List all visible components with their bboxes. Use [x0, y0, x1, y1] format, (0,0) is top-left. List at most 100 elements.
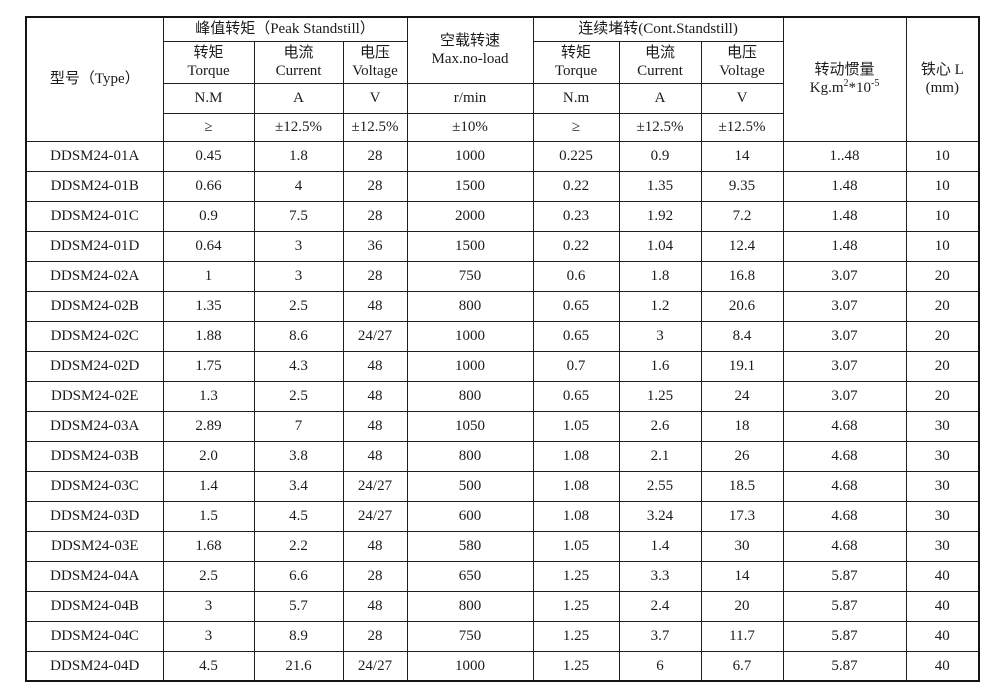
- table-row: DDSM24-04A 2.5 6.6 28 650 1.25 3.3 14 5.87 40: [25, 560, 980, 592]
- value-cell: 40: [905, 560, 980, 592]
- value-cell: 4: [253, 170, 344, 202]
- value-cell: 2.2: [253, 530, 344, 562]
- col-header-cont-voltage: 电压 Voltage: [700, 40, 784, 84]
- value-cell: 1000: [406, 140, 534, 172]
- value-cell: 580: [406, 530, 534, 562]
- model-cell: DDSM24-01C: [25, 200, 164, 232]
- value-cell: 0.64: [162, 230, 255, 262]
- tolerance-cell: ±12.5%: [618, 112, 702, 142]
- value-cell: 36: [342, 230, 408, 262]
- value-cell: 2.0: [162, 440, 255, 472]
- value-cell: 5.7: [253, 590, 344, 622]
- label-line: 电流: [645, 44, 676, 61]
- value-cell: 20: [905, 290, 980, 322]
- value-cell: 1..48: [782, 140, 907, 172]
- value-cell: 1.3: [162, 380, 255, 412]
- value-cell: 1500: [406, 170, 534, 202]
- value-cell: 48: [342, 530, 408, 562]
- value-cell: 1.5: [162, 500, 255, 532]
- value-cell: 0.23: [532, 200, 620, 232]
- col-header-core-length: 铁心 L (mm): [905, 16, 980, 142]
- value-cell: 7.5: [253, 200, 344, 232]
- value-cell: 750: [406, 260, 534, 292]
- table-row: DDSM24-02A 1 3 28 750 0.6 1.8 16.8 3.07 20: [25, 260, 980, 292]
- unit-cell: N.m: [532, 82, 620, 114]
- value-cell: 3: [162, 620, 255, 652]
- value-cell: 28: [342, 140, 408, 172]
- value-cell: 5.87: [782, 650, 907, 682]
- value-cell: 24/27: [342, 320, 408, 352]
- label-line: 电压: [360, 44, 391, 61]
- value-cell: 1.25: [532, 620, 620, 652]
- value-cell: 20: [905, 320, 980, 352]
- value-cell: 0.65: [532, 380, 620, 412]
- value-cell: 30: [905, 530, 980, 562]
- value-cell: 7: [253, 410, 344, 442]
- value-cell: 20: [905, 350, 980, 382]
- value-cell: 24/27: [342, 500, 408, 532]
- model-cell: DDSM24-03C: [25, 470, 164, 502]
- col-header-inertia: 转动惯量 Kg.m2*10-5: [782, 16, 907, 142]
- value-cell: 19.1: [700, 350, 784, 382]
- value-cell: 1.68: [162, 530, 255, 562]
- col-header-type: 型号（Type）: [25, 16, 164, 142]
- tolerance-cell: ≥: [162, 112, 255, 142]
- value-cell: 3.7: [618, 620, 702, 652]
- model-cell: DDSM24-03B: [25, 440, 164, 472]
- value-cell: 1: [162, 260, 255, 292]
- value-cell: 1500: [406, 230, 534, 262]
- tolerance-cell: ±12.5%: [342, 112, 408, 142]
- value-cell: 48: [342, 440, 408, 472]
- value-cell: 20: [905, 380, 980, 412]
- value-cell: 18: [700, 410, 784, 442]
- tolerance-cell: ±10%: [406, 112, 534, 142]
- col-header-cont-current: 电流 Current: [618, 40, 702, 84]
- spec-table-header: 型号（Type） 峰值转矩（Peak Standstill） 空载转速 Max.…: [25, 16, 980, 142]
- unit-cell: V: [342, 82, 408, 114]
- value-cell: 1.04: [618, 230, 702, 262]
- col-header-peak-torque: 转矩 Torque: [162, 40, 255, 84]
- header-row-groups: 型号（Type） 峰值转矩（Peak Standstill） 空载转速 Max.…: [25, 16, 980, 142]
- value-cell: 24/27: [342, 650, 408, 682]
- value-cell: 1.35: [618, 170, 702, 202]
- group-header-cont-standstill: 连续堵转(Cont.Standstill): [532, 16, 784, 42]
- value-cell: 600: [406, 500, 534, 532]
- value-cell: 0.65: [532, 290, 620, 322]
- value-cell: 3.3: [618, 560, 702, 592]
- value-cell: 3.07: [782, 320, 907, 352]
- model-cell: DDSM24-03A: [25, 410, 164, 442]
- value-cell: 4.68: [782, 500, 907, 532]
- value-cell: 4.5: [162, 650, 255, 682]
- value-cell: 20: [700, 590, 784, 622]
- col-header-peak-voltage: 电压 Voltage: [342, 40, 408, 84]
- model-cell: DDSM24-04C: [25, 620, 164, 652]
- value-cell: 1.88: [162, 320, 255, 352]
- value-cell: 4.3: [253, 350, 344, 382]
- value-cell: 1.35: [162, 290, 255, 322]
- value-cell: 30: [905, 500, 980, 532]
- value-cell: 3.07: [782, 380, 907, 412]
- col-header-noload-speed: 空载转速 Max.no-load: [406, 16, 534, 84]
- value-cell: 0.6: [532, 260, 620, 292]
- value-cell: 1.4: [618, 530, 702, 562]
- value-cell: 21.6: [253, 650, 344, 682]
- value-cell: 30: [905, 470, 980, 502]
- value-cell: 6.6: [253, 560, 344, 592]
- value-cell: 500: [406, 470, 534, 502]
- model-cell: DDSM24-02C: [25, 320, 164, 352]
- tolerance-cell: ±12.5%: [253, 112, 344, 142]
- value-cell: 24: [700, 380, 784, 412]
- label-line: 转动惯量: [814, 61, 875, 78]
- value-cell: 20.6: [700, 290, 784, 322]
- value-cell: 1050: [406, 410, 534, 442]
- value-cell: 28: [342, 260, 408, 292]
- value-cell: 4.5: [253, 500, 344, 532]
- label-line: Torque: [187, 63, 230, 79]
- value-cell: 1.48: [782, 230, 907, 262]
- value-cell: 7.2: [700, 200, 784, 232]
- model-cell: DDSM24-02D: [25, 350, 164, 382]
- model-cell: DDSM24-04B: [25, 590, 164, 622]
- label-line: Max.no-load: [431, 51, 509, 68]
- motor-spec-table: 型号（Type） 峰值转矩（Peak Standstill） 空载转速 Max.…: [25, 16, 981, 682]
- value-cell: 800: [406, 290, 534, 322]
